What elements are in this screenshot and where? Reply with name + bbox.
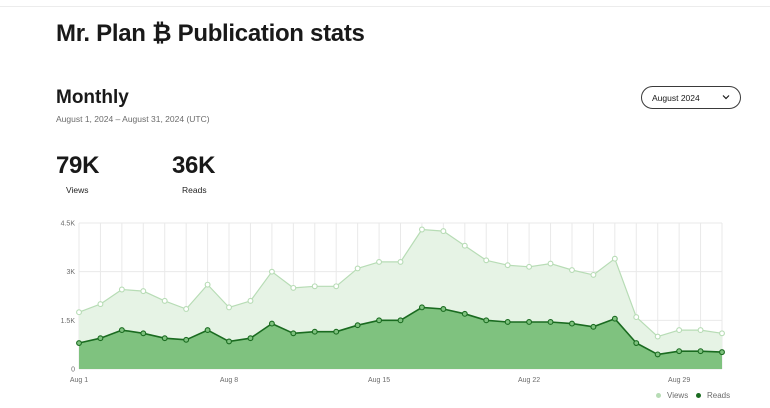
views-point bbox=[590, 271, 597, 278]
views-point bbox=[204, 281, 211, 288]
views-point bbox=[311, 283, 318, 290]
reads-point bbox=[204, 327, 211, 334]
reads-point bbox=[504, 319, 511, 325]
legend-views: Views bbox=[656, 391, 688, 400]
reads-point bbox=[333, 328, 340, 335]
views-point bbox=[161, 297, 168, 304]
stats-chart: 0 1.5K 3K 4.5K Aug 1 Aug 8 Aug 15 Aug 22 Aug 29 bbox=[61, 221, 725, 385]
reads-point bbox=[483, 317, 490, 324]
reads-point bbox=[418, 304, 425, 311]
reads-point bbox=[440, 306, 447, 312]
views-label: Views bbox=[66, 185, 89, 195]
views-value: 79K bbox=[56, 152, 100, 179]
reads-stat: 36K Reads bbox=[172, 152, 215, 195]
reads-point bbox=[247, 335, 254, 342]
reads-label: Reads bbox=[182, 185, 207, 195]
views-point bbox=[547, 260, 554, 267]
views-point bbox=[268, 268, 275, 275]
legend-reads: Reads bbox=[696, 391, 730, 400]
reads-point bbox=[526, 319, 533, 325]
y-tick-label: 1.5K bbox=[61, 318, 76, 325]
reads-point bbox=[397, 317, 404, 324]
reads-point bbox=[118, 327, 125, 334]
reads-point bbox=[590, 323, 597, 330]
views-point bbox=[333, 283, 340, 290]
views-point bbox=[526, 263, 533, 270]
views-point bbox=[397, 258, 404, 265]
views-point bbox=[719, 330, 725, 337]
reads-point bbox=[376, 317, 383, 324]
views-point bbox=[247, 297, 254, 304]
x-tick-label: Aug 15 bbox=[368, 377, 390, 384]
top-divider bbox=[0, 0, 770, 7]
y-tick-label: 3K bbox=[66, 269, 75, 276]
views-point bbox=[654, 333, 661, 340]
reads-point bbox=[311, 328, 318, 335]
views-point bbox=[504, 262, 511, 269]
chart-axes: 0 1.5K 3K 4.5K Aug 1 Aug 8 Aug 15 Aug 22 Aug 29 bbox=[61, 221, 691, 385]
section-title: Monthly bbox=[56, 87, 129, 108]
views-point bbox=[183, 306, 190, 312]
views-stat: 79K Views bbox=[56, 152, 99, 195]
views-point bbox=[226, 304, 232, 311]
views-point bbox=[97, 301, 104, 308]
legend-reads-label: Reads bbox=[707, 391, 731, 400]
views-point bbox=[376, 258, 383, 265]
reads-point bbox=[676, 348, 683, 355]
reads-point bbox=[183, 336, 190, 343]
reads-point bbox=[76, 340, 82, 346]
views-point bbox=[569, 267, 575, 273]
reads-area bbox=[79, 307, 722, 369]
reads-point bbox=[611, 315, 618, 322]
views-point bbox=[461, 242, 468, 249]
x-tick-label: Aug 1 bbox=[70, 377, 88, 384]
reads-legend-dot bbox=[696, 393, 701, 398]
reads-point bbox=[633, 340, 640, 346]
views-point bbox=[440, 228, 447, 235]
y-tick-label: 4.5K bbox=[61, 221, 76, 228]
month-select[interactable]: August 2024 bbox=[641, 86, 741, 109]
reads-point bbox=[140, 330, 147, 337]
reads-point bbox=[719, 349, 725, 356]
views-point bbox=[118, 286, 125, 293]
views-point bbox=[140, 288, 147, 295]
reads-point bbox=[354, 322, 361, 329]
reads-point bbox=[461, 310, 468, 317]
reads-point bbox=[290, 330, 297, 337]
reads-point bbox=[654, 351, 661, 358]
reads-point bbox=[226, 338, 232, 345]
views-point bbox=[676, 327, 683, 334]
page-title: Mr. Plan ₿ Publication stats bbox=[56, 20, 365, 47]
reads-value: 36K bbox=[172, 152, 216, 179]
views-point bbox=[611, 255, 618, 262]
views-point bbox=[483, 257, 490, 264]
x-tick-label: Aug 29 bbox=[668, 377, 690, 384]
reads-point bbox=[697, 348, 704, 355]
chevron-down-icon bbox=[722, 95, 730, 100]
reads-point bbox=[547, 319, 554, 325]
views-point bbox=[418, 226, 425, 233]
views-point bbox=[76, 309, 82, 316]
views-point bbox=[354, 265, 361, 272]
views-point bbox=[290, 284, 297, 291]
views-point bbox=[697, 327, 704, 334]
y-tick-label: 0 bbox=[71, 367, 75, 374]
month-select-value: August 2024 bbox=[652, 92, 700, 103]
reads-point bbox=[569, 320, 575, 327]
x-tick-label: Aug 8 bbox=[220, 377, 238, 384]
x-tick-label: Aug 22 bbox=[518, 377, 540, 384]
chart-points bbox=[76, 226, 725, 358]
date-range: August 1, 2024 – August 31, 2024 (UTC) bbox=[56, 114, 210, 124]
reads-point bbox=[97, 335, 104, 342]
views-point bbox=[633, 314, 640, 321]
legend-views-label: Views bbox=[667, 391, 689, 400]
reads-point bbox=[268, 320, 275, 327]
views-legend-dot bbox=[656, 393, 661, 398]
reads-point bbox=[161, 335, 168, 342]
